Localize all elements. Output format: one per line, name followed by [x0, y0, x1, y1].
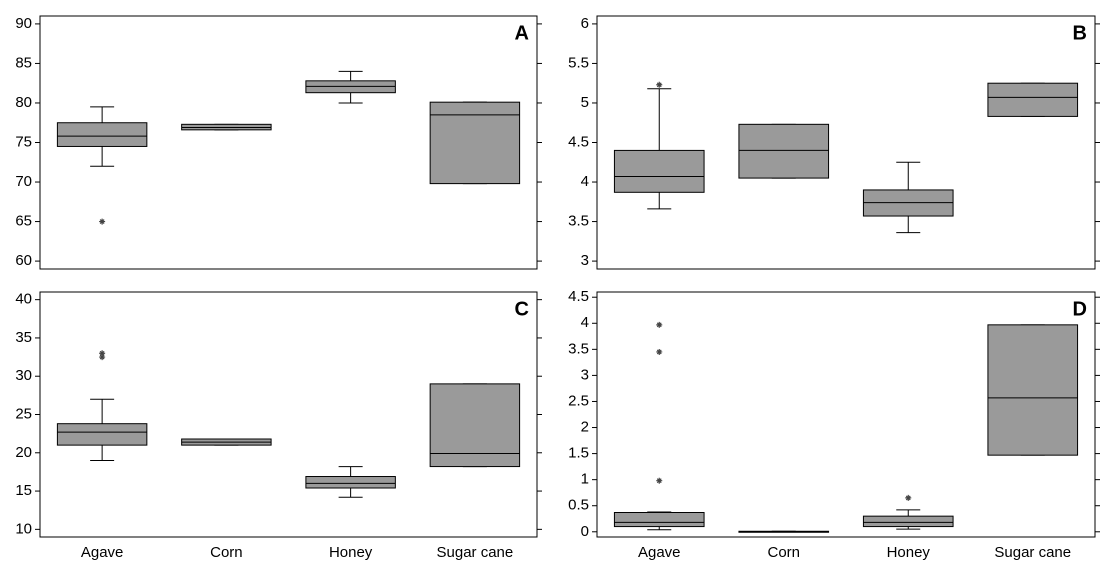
- y-tick-label: 40: [15, 291, 32, 308]
- outlier: [99, 354, 106, 361]
- y-tick-label: 90: [15, 15, 32, 32]
- x-tick-label: Sugar cane: [994, 544, 1071, 561]
- y-tick-label: 15: [15, 482, 32, 499]
- box: [862, 515, 954, 528]
- panel-label: A: [515, 22, 529, 44]
- box: [613, 512, 705, 528]
- panel-label: C: [515, 298, 529, 320]
- box: [56, 122, 148, 147]
- y-tick-label: 1: [581, 471, 589, 488]
- x-tick-label: Honey: [329, 544, 373, 561]
- x-tick-label: Agave: [81, 544, 124, 561]
- y-tick-label: 3.5: [568, 340, 589, 357]
- x-tick-label: Agave: [638, 544, 681, 561]
- box: [429, 101, 521, 185]
- box: [305, 476, 396, 489]
- y-tick-label: 20: [15, 444, 32, 461]
- y-tick-label: 30: [15, 367, 32, 384]
- y-tick-label: 1.5: [568, 445, 589, 462]
- y-tick-label: 3: [581, 366, 589, 383]
- y-tick-label: 3.5: [568, 213, 589, 230]
- y-tick-label: 10: [15, 520, 32, 537]
- outlier: [656, 321, 663, 328]
- plot-frame: [596, 291, 1096, 538]
- outlier: [656, 348, 663, 355]
- y-tick-label: 4: [581, 173, 589, 190]
- y-tick-label: 65: [15, 213, 32, 230]
- y-tick-label: 0.5: [568, 497, 589, 514]
- box: [987, 82, 1079, 117]
- y-tick-label: 5: [581, 94, 589, 111]
- outlier: [99, 350, 106, 357]
- y-tick-label: 85: [15, 54, 32, 71]
- x-tick-label: Sugar cane: [437, 544, 514, 561]
- y-tick-label: 3: [581, 252, 589, 269]
- box: [429, 383, 521, 468]
- x-tick-label: Corn: [210, 544, 243, 561]
- outlier: [99, 218, 106, 225]
- y-tick-label: 4.5: [568, 133, 589, 150]
- y-tick-label: 2: [581, 419, 589, 436]
- y-tick-label: 70: [15, 173, 32, 190]
- y-tick-label: 35: [15, 329, 32, 346]
- plot-frame: [596, 15, 1096, 270]
- panel-label: B: [1073, 22, 1087, 44]
- y-tick-label: 25: [15, 405, 32, 422]
- y-tick-label: 2.5: [568, 392, 589, 409]
- y-tick-label: 4.5: [568, 288, 589, 305]
- y-tick-label: 60: [15, 252, 32, 269]
- box: [56, 423, 148, 446]
- panel-label: D: [1073, 298, 1087, 320]
- outlier: [656, 477, 663, 484]
- outlier: [905, 494, 912, 501]
- y-tick-label: 5.5: [568, 54, 589, 71]
- x-tick-label: Corn: [767, 544, 800, 561]
- y-tick-label: 80: [15, 94, 32, 111]
- x-tick-label: Honey: [887, 544, 931, 561]
- y-tick-label: 75: [15, 133, 32, 150]
- y-tick-label: 4: [581, 314, 589, 331]
- box: [987, 324, 1079, 456]
- outlier: [656, 81, 663, 88]
- y-tick-label: 6: [581, 15, 589, 32]
- box: [738, 123, 830, 179]
- y-tick-label: 0: [581, 523, 589, 540]
- box: [613, 149, 705, 193]
